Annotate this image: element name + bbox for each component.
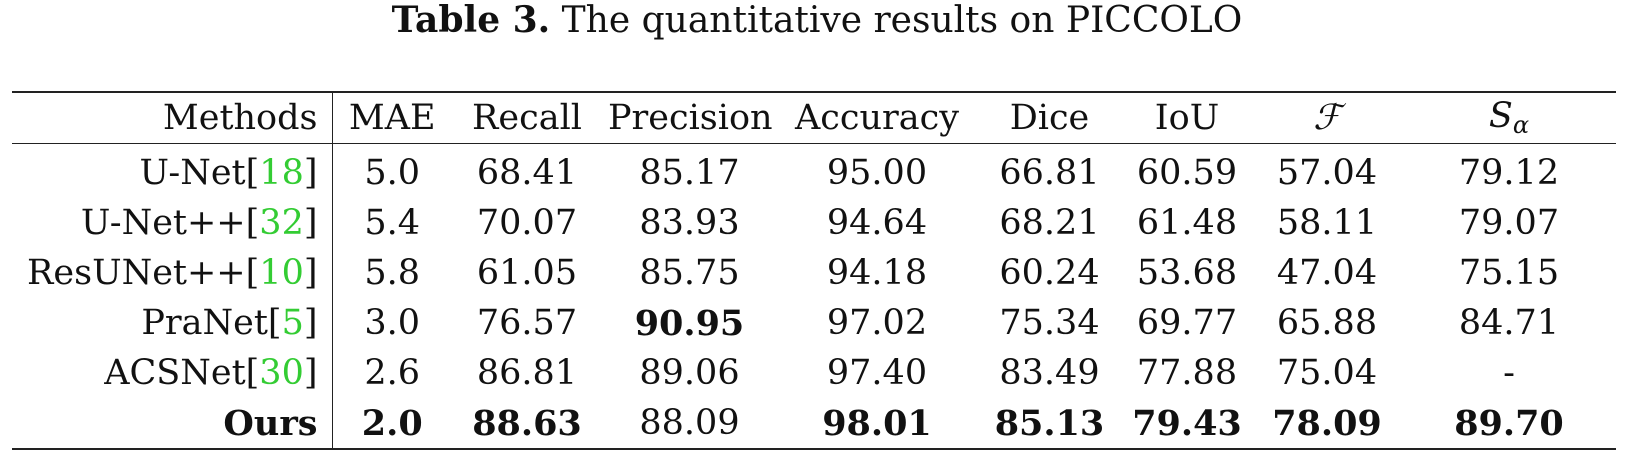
iou-cell: 69.77 [1136,302,1238,343]
f-cell: 47.04 [1276,252,1378,293]
f-cell: 58.11 [1276,202,1378,243]
s-alpha-cell: - [1503,352,1515,393]
accuracy-cell-best: 98.01 [822,402,932,444]
recall-cell: 86.81 [476,352,578,393]
s-alpha-cell: 79.12 [1458,152,1560,193]
mae-cell: 5.8 [364,252,421,293]
caption-label: Table 3. [391,0,551,41]
accuracy-cell: 97.40 [826,352,928,393]
iou-cell: 60.59 [1136,152,1238,193]
f-cell: 75.04 [1276,352,1378,393]
header-precision: Precision [608,97,773,138]
s-alpha-cell: 84.71 [1458,302,1560,343]
dice-cell: 60.24 [999,252,1100,293]
iou-cell: 61.48 [1136,202,1238,243]
precision-cell: 83.93 [639,202,740,243]
header-mae: MAE [348,97,436,138]
method-name: Ours [223,402,318,444]
mae-cell: 2.6 [364,352,421,393]
accuracy-cell: 94.18 [826,252,928,293]
f-cell-best: 78.09 [1272,402,1382,444]
results-table: Methods MAE Recall Precision Accuracy Di… [12,91,1616,450]
results-table-container: Methods MAE Recall Precision Accuracy Di… [12,91,1616,450]
recall-cell: 76.57 [476,302,578,343]
table-row: PraNet[5] 3.0 76.57 90.95 97.02 75.34 69… [12,298,1616,348]
iou-cell: 53.68 [1136,252,1238,293]
header-f-measure: ℱ [1313,97,1341,138]
header-methods: Methods [12,92,333,144]
mae-cell: 3.0 [364,302,421,343]
recall-cell-best: 88.63 [472,402,582,444]
header-recall: Recall [472,97,582,138]
dice-cell: 75.34 [999,302,1100,343]
iou-cell: 77.88 [1136,352,1238,393]
dice-cell: 83.49 [999,352,1100,393]
method-name: U-Net [139,152,246,193]
citation-link[interactable]: 18 [259,152,304,193]
method-name: U-Net++ [80,202,246,243]
method-cell: PraNet[5] [12,298,333,348]
citation-link[interactable]: 5 [281,302,304,343]
method-name: PraNet [141,302,268,343]
method-name: ACSNet [104,352,246,393]
header-iou: IoU [1154,97,1220,138]
method-cell: U-Net[18] [12,143,333,198]
accuracy-cell: 94.64 [826,202,928,243]
mae-cell: 5.4 [364,202,421,243]
table-row: U-Net[18] 5.0 68.41 85.17 95.00 66.81 60… [12,143,1616,198]
f-cell: 57.04 [1276,152,1378,193]
s-alpha-cell: 79.07 [1458,202,1560,243]
s-alpha-cell: 75.15 [1458,252,1560,293]
method-cell: Ours [12,398,333,449]
recall-cell: 61.05 [476,252,578,293]
s-alpha-cell-best: 89.70 [1454,402,1564,444]
mae-cell-best: 2.0 [361,402,423,444]
method-cell: U-Net++[32] [12,198,333,248]
recall-cell: 70.07 [476,202,578,243]
precision-cell: 89.06 [639,352,740,393]
header-s-main: S [1488,96,1513,136]
recall-cell: 68.41 [476,152,578,193]
header-dice: Dice [1009,97,1090,138]
citation-link[interactable]: 30 [259,352,304,393]
method-name: ResUNet++ [27,252,246,293]
header-s-sub: α [1512,111,1530,139]
header-accuracy: Accuracy [795,97,959,138]
accuracy-cell: 95.00 [826,152,928,193]
precision-cell: 88.09 [639,402,740,443]
iou-cell-best: 79.43 [1132,402,1242,444]
dice-cell-best: 85.13 [994,402,1105,444]
accuracy-cell: 97.02 [826,302,928,343]
method-cell: ACSNet[30] [12,348,333,398]
table-row-ours: Ours 2.0 88.63 88.09 98.01 85.13 79.43 7… [12,398,1616,449]
citation-link[interactable]: 10 [259,252,304,293]
citation-link[interactable]: 32 [259,202,304,243]
table-row: U-Net++[32] 5.4 70.07 83.93 94.64 68.21 … [12,198,1616,248]
table-row: ACSNet[30] 2.6 86.81 89.06 97.40 83.49 7… [12,348,1616,398]
table-caption: Table 3. The quantitative results on PIC… [0,0,1634,41]
dice-cell: 66.81 [999,152,1100,193]
precision-cell: 85.75 [639,252,740,293]
header-s-alpha: Sα [1402,92,1616,144]
mae-cell: 5.0 [364,152,421,193]
method-cell: ResUNet++[10] [12,248,333,298]
header-row: Methods MAE Recall Precision Accuracy Di… [12,92,1616,144]
f-cell: 65.88 [1276,302,1378,343]
table-row: ResUNet++[10] 5.8 61.05 85.75 94.18 60.2… [12,248,1616,298]
precision-cell: 85.17 [639,152,740,193]
precision-cell-best: 90.95 [634,302,745,344]
caption-text: The quantitative results on PICCOLO [561,0,1243,41]
dice-cell: 68.21 [999,202,1100,243]
